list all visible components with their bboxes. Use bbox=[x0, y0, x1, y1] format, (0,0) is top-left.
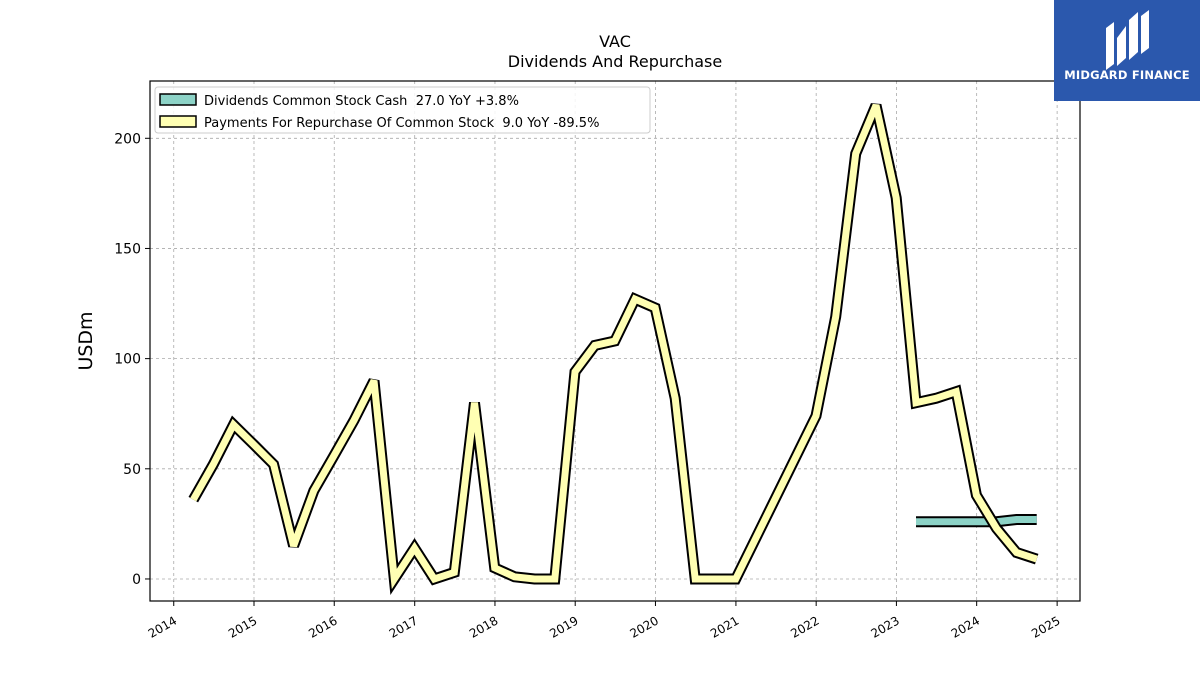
y-tick-label: 0 bbox=[132, 572, 141, 588]
x-tick-label: 2016 bbox=[306, 613, 339, 640]
legend-box bbox=[154, 86, 651, 134]
y-tick-label: 100 bbox=[114, 352, 141, 368]
chart-title: VAC bbox=[599, 32, 631, 51]
axes: 0 50 100 150 200 2014 2015 2016 2017 2018 2019 2020… bbox=[114, 131, 1062, 641]
midgard-finance-logo: MIDGARD FINANCE bbox=[1054, 0, 1200, 101]
legend-swatch-repurchase bbox=[159, 115, 197, 128]
x-tick-label: 2022 bbox=[788, 613, 821, 640]
grid bbox=[150, 81, 1080, 601]
series-line-1 bbox=[190, 103, 1038, 590]
series-line-0 bbox=[916, 516, 1037, 526]
plot-frame bbox=[149, 80, 1081, 602]
logo-text: MIDGARD FINANCE bbox=[1064, 68, 1190, 82]
x-tick-label: 2021 bbox=[708, 613, 741, 640]
x-tick-label: 2025 bbox=[1029, 613, 1062, 640]
series-layer bbox=[188, 103, 1039, 596]
x-tick-label: 2018 bbox=[467, 613, 500, 640]
chart-subtitle: Dividends And Repurchase bbox=[508, 52, 722, 71]
x-tick-label: 2024 bbox=[949, 613, 982, 640]
legend-label-dividends: Dividends Common Stock Cash 27.0 YoY +3.… bbox=[204, 94, 519, 109]
logo-mark-icon bbox=[1106, 10, 1149, 70]
x-tick-label: 2014 bbox=[146, 613, 179, 640]
y-tick-label: 150 bbox=[114, 241, 141, 257]
legend: Dividends Common Stock Cash 27.0 YoY +3.… bbox=[154, 86, 651, 134]
x-tick-label: 2017 bbox=[387, 613, 420, 640]
x-tick-label: 2019 bbox=[547, 613, 580, 640]
x-tick-label: 2015 bbox=[226, 613, 259, 640]
y-tick-label: 200 bbox=[114, 131, 141, 147]
legend-swatch-dividends bbox=[159, 93, 197, 106]
x-tick-label: 2023 bbox=[868, 613, 901, 640]
legend-label-repurchase: Payments For Repurchase Of Common Stock … bbox=[204, 116, 599, 131]
x-tick-label: 2020 bbox=[627, 613, 660, 640]
y-tick-label: 50 bbox=[123, 462, 141, 478]
y-axis-label: USDm bbox=[75, 311, 97, 370]
